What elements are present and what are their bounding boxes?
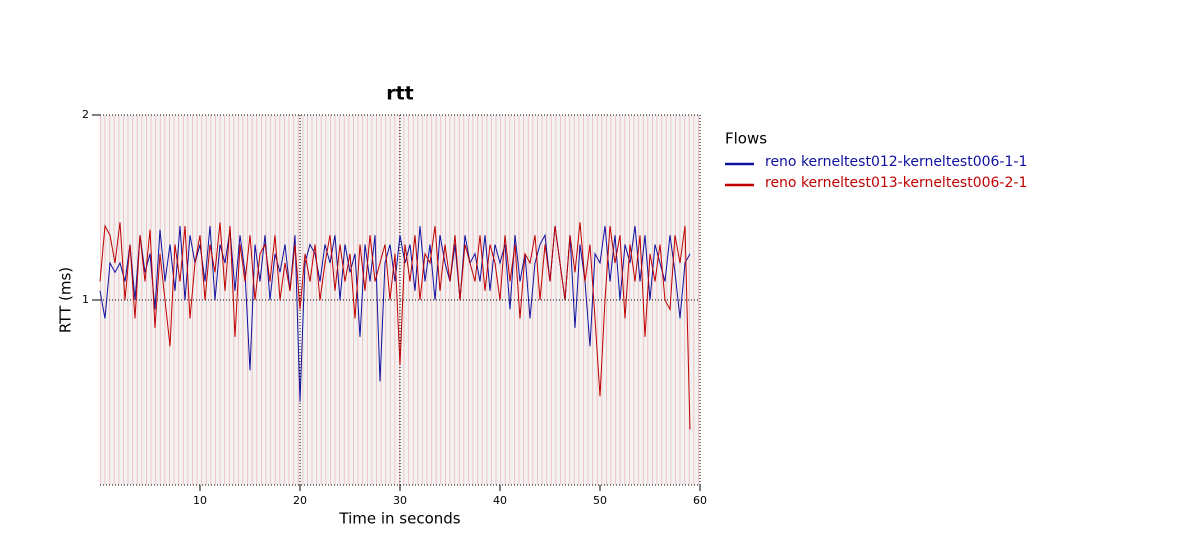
x-tick-label: 20 [293,494,307,507]
series-line [99,222,691,430]
x-tick-label: 50 [593,494,607,507]
x-tick-label: 60 [693,494,707,507]
y-tick-label: 2 [82,108,89,121]
x-tick-label: 40 [493,494,507,507]
x-tick-label: 30 [393,494,407,507]
legend-label: reno kerneltest013-kerneltest006-2-1 [765,175,1027,191]
x-tick-label: 10 [193,494,207,507]
y-axis-label: RTT (ms) [57,267,75,333]
series-line [99,225,691,402]
chart-title: rtt [386,83,414,105]
y-tick-label: 1 [82,293,89,306]
x-axis-label: Time in seconds [338,510,460,528]
legend-label: reno kerneltest012-kerneltest006-1-1 [765,154,1027,170]
legend-title: Flows [725,130,767,148]
